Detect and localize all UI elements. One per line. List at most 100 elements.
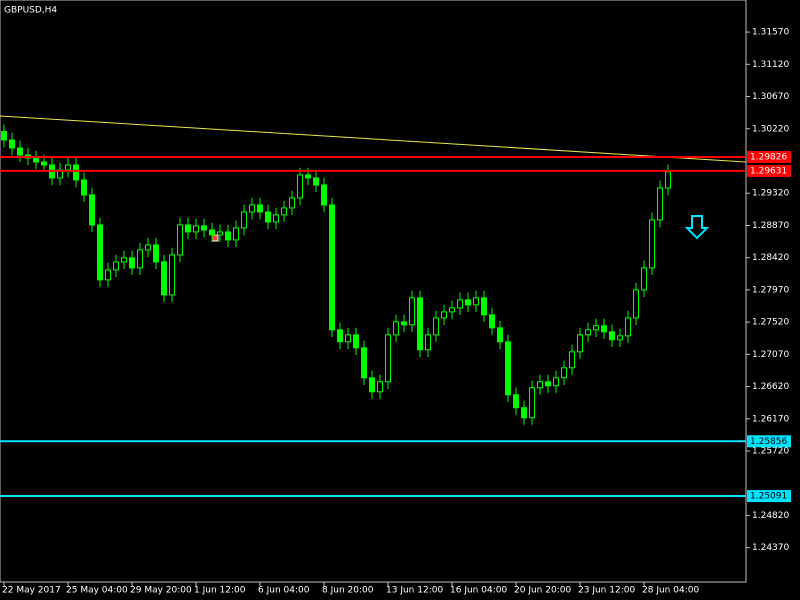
y-tick-label: 1.26620 [752,382,789,392]
y-tick-label: 1.27520 [752,318,789,328]
candle-body [481,297,487,316]
candle-body [65,164,71,171]
x-tick-label: 28 Jun 04:00 [642,586,699,596]
candle-body [33,157,39,163]
level-tag [747,150,791,163]
x-tick-label: 20 Jun 20:00 [514,586,571,596]
y-tick-label: 1.27970 [752,285,789,295]
candle-body [161,261,167,296]
level-label: 1.25091 [750,492,787,502]
candle-body [601,325,607,333]
candle-body [585,329,591,336]
candle-body [433,317,439,336]
y-tick-label: 1.31570 [752,28,789,38]
candle-body [425,334,431,351]
candle-body [665,171,671,189]
candle-body [9,139,15,149]
level-label: 1.29826 [750,152,787,162]
candle-body [153,244,159,263]
level-label: 1.29631 [750,166,787,176]
plot-frame [0,0,747,583]
candle-body [1,131,7,141]
candle-body [73,164,79,181]
candle-body [105,269,111,281]
candle-body [641,267,647,291]
candle-body [217,231,223,236]
x-tick-label: 6 Jun 04:00 [258,586,310,596]
candle-body [569,351,575,369]
candle-body [593,325,599,331]
candle-body [305,174,311,179]
y-tick-label: 1.24370 [752,543,789,553]
x-tick-label: 13 Jun 12:00 [386,586,443,596]
candle-body [297,174,303,199]
candle-body [145,244,151,251]
symbol-title: GBPUSD,H4 [4,6,57,16]
candle-body [417,297,423,351]
candle-body [81,179,87,196]
candle-body [233,227,239,241]
candle-body [401,321,407,326]
candle-body [137,249,143,269]
candle-body [273,214,279,223]
trade-marker-icon [211,234,219,242]
level-tag [747,435,791,448]
candle-body [289,197,295,209]
candle-body [457,299,463,309]
candle-body [537,381,543,389]
candle-body [257,204,263,213]
y-tick-label: 1.25720 [752,447,789,457]
candle-body [241,211,247,229]
candle-body [353,334,359,349]
sell-arrow-icon [684,215,710,240]
candle-body [409,297,415,326]
level-label: 1.25856 [750,437,787,447]
candle-body [57,169,63,179]
x-tick-label: 8 Jun 20:00 [322,586,374,596]
candle-body [649,219,655,269]
candle-body [441,311,447,319]
candle-body [97,224,103,281]
x-tick-label: 22 May 2017 [2,586,61,596]
candle-body [193,225,199,233]
y-tick-label: 1.28420 [752,253,789,263]
candle-body [281,207,287,216]
candle-body [489,314,495,329]
candle-body [449,307,455,313]
x-tick-label: 29 May 20:00 [130,586,192,596]
candle-body [393,321,399,336]
candle-body [385,334,391,383]
candle-body [513,394,519,409]
candle-body [201,225,207,231]
trendline [0,115,747,163]
candle-body [17,147,23,156]
signal-arrow [684,215,710,240]
candle-body [265,211,271,223]
candle-body [577,334,583,353]
candle-body [633,289,639,319]
candle-body [321,184,327,206]
candle-body [465,299,471,306]
y-tick-label: 1.28870 [752,221,789,231]
x-tick-label: 1 Jun 12:00 [194,586,246,596]
candle-body [657,187,663,221]
x-tick-label: 25 May 04:00 [66,586,128,596]
y-tick-label: 1.26170 [752,414,789,424]
candle-body [377,381,383,393]
candle-body [185,224,191,233]
candle-body [521,407,527,419]
candle-body [545,381,551,387]
candle-body [561,367,567,379]
candle-body [89,194,95,226]
candle-body [617,335,623,341]
level-tag [747,490,791,503]
candle-body [497,327,503,343]
candle-body [169,254,175,296]
candle-body [177,224,183,256]
candle-body [553,377,559,387]
candle-body [329,204,335,331]
candle-body [121,257,127,263]
